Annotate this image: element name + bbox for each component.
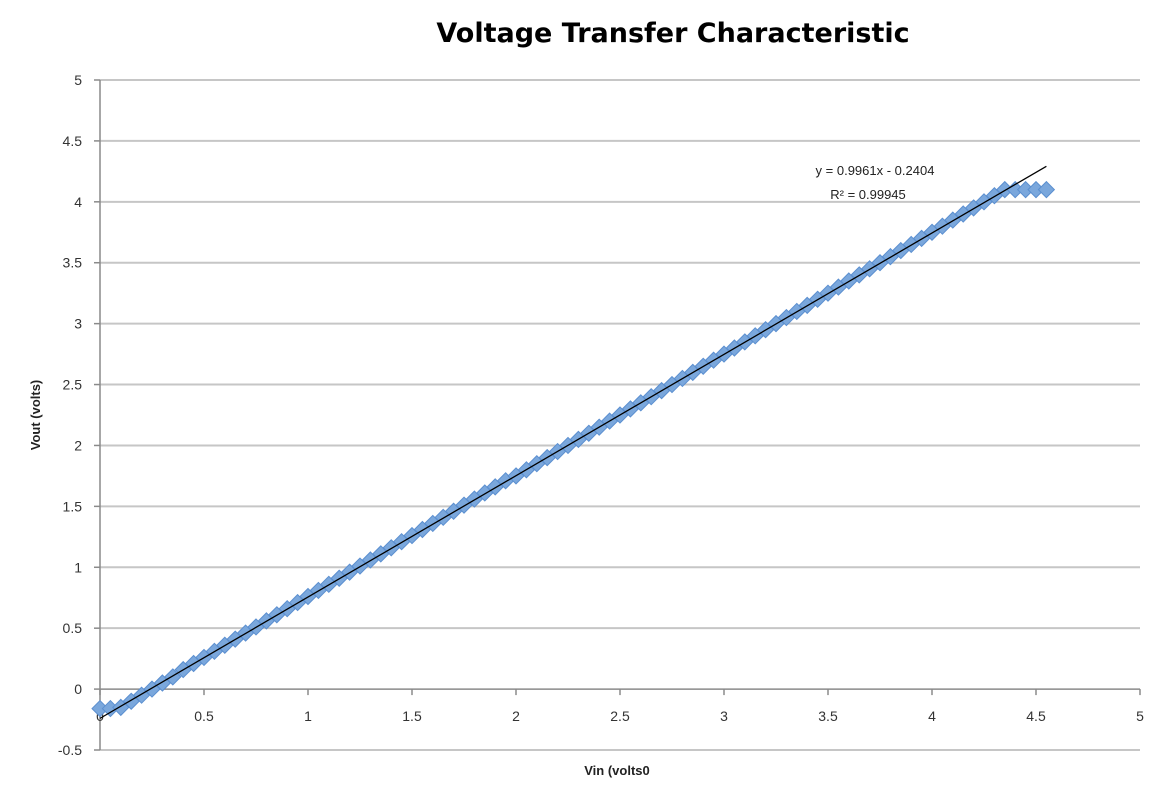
trendline: [99, 165, 1047, 719]
y-tick-label: 3.5: [63, 255, 83, 271]
x-tick-label: 3.5: [818, 708, 838, 724]
x-tick-label: 1: [304, 708, 312, 724]
y-tick-label: 1: [74, 559, 82, 575]
chart-title: Voltage Transfer Characteristic: [436, 18, 909, 49]
trendline-equation: y = 0.9961x - 0.2404: [816, 163, 935, 178]
r-squared-label: R² = 0.99945: [830, 187, 906, 202]
gridlines: [100, 79, 1140, 751]
x-tick-label: 4: [928, 708, 936, 724]
y-tick-label: 2.5: [63, 377, 83, 393]
trendline-group: [99, 165, 1047, 719]
y-tick-labels: -0.5 0 0.5 1 1.5 2 2.5 3 3.5 4 4.5 5: [58, 72, 82, 758]
y-tick-label: 4: [74, 194, 82, 210]
data-point: [1037, 180, 1056, 199]
y-tick-label: -0.5: [58, 742, 82, 758]
x-tick-label: 2: [512, 708, 520, 724]
y-tick-label: 3: [74, 316, 82, 332]
axes: [94, 79, 1141, 751]
data-markers: [91, 180, 1056, 718]
y-tick-label: 5: [74, 72, 82, 88]
x-tick-labels: 00.511.522.533.544.55: [96, 708, 1144, 724]
x-tick-label: 1.5: [402, 708, 422, 724]
x-tick-label: 4.5: [1026, 708, 1046, 724]
x-tick-label: 2.5: [610, 708, 630, 724]
x-tick-label: 0.5: [194, 708, 214, 724]
y-tick-label: 1.5: [63, 498, 83, 514]
y-axis-label: Vout (volts): [28, 380, 43, 451]
x-tick-label: 3: [720, 708, 728, 724]
y-tick-label: 4.5: [63, 133, 83, 149]
y-tick-label: 0: [74, 681, 82, 697]
y-tick-label: 0.5: [63, 620, 83, 636]
x-axis-label: Vin (volts0: [584, 763, 650, 778]
x-tick-label: 5: [1136, 708, 1144, 724]
y-tick-label: 2: [74, 437, 82, 453]
